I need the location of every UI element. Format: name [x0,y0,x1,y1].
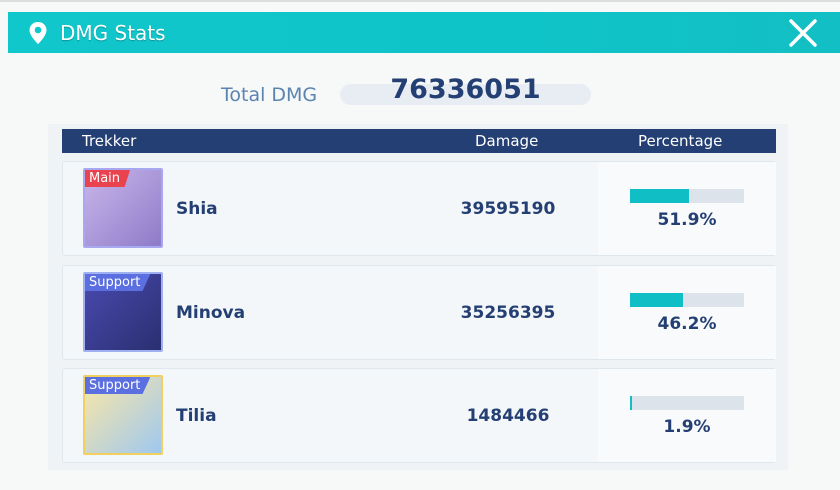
damage-value: 39595190 [460,199,556,219]
trekker-avatar: Main [83,168,163,248]
percentage-cell: 1.9% [598,369,776,462]
trekker-name: Shia [176,199,218,219]
map-pin-icon [29,21,47,44]
percentage-bar [630,396,744,410]
title-bar: DMG Stats [8,12,840,53]
total-dmg-pill [340,84,591,105]
percentage-bar-fill [630,189,690,203]
table-row[interactable]: Support Minova 35256395 46.2% [62,265,776,360]
table-row[interactable]: Main Shia 39595190 51.9% [62,161,776,256]
trekker-avatar: Support [83,272,163,352]
table-row[interactable]: Support Tilia 1484466 1.9% [62,368,776,463]
table-header: Trekker Damage Percentage [62,129,776,153]
column-header-percentage: Percentage [638,132,723,150]
trekker-avatar: Support [83,375,163,455]
dmg-table: Trekker Damage Percentage Main Shia 3959… [48,124,788,470]
total-dmg-label: Total DMG [221,84,318,106]
column-header-damage: Damage [475,132,539,150]
percentage-bar-fill [630,293,683,307]
page-title: DMG Stats [60,20,166,45]
percentage-value: 46.2% [657,314,717,334]
role-badge: Main [85,170,131,187]
percentage-bar-fill [630,396,633,410]
top-divider [0,0,840,2]
percentage-bar [630,293,744,307]
percentage-cell: 46.2% [598,266,776,359]
percentage-cell: 51.9% [598,162,776,255]
close-icon[interactable] [788,18,818,48]
trekker-name: Tilia [176,406,217,426]
total-dmg-value: 76336051 [390,74,541,105]
trekker-name: Minova [176,303,246,323]
role-badge: Support [85,274,151,291]
role-badge: Support [85,377,151,394]
damage-value: 1484466 [466,406,550,426]
percentage-value: 1.9% [663,417,711,437]
percentage-value: 51.9% [657,210,717,230]
percentage-bar [630,189,744,203]
column-header-trekker: Trekker [82,132,137,150]
damage-value: 35256395 [460,303,556,323]
